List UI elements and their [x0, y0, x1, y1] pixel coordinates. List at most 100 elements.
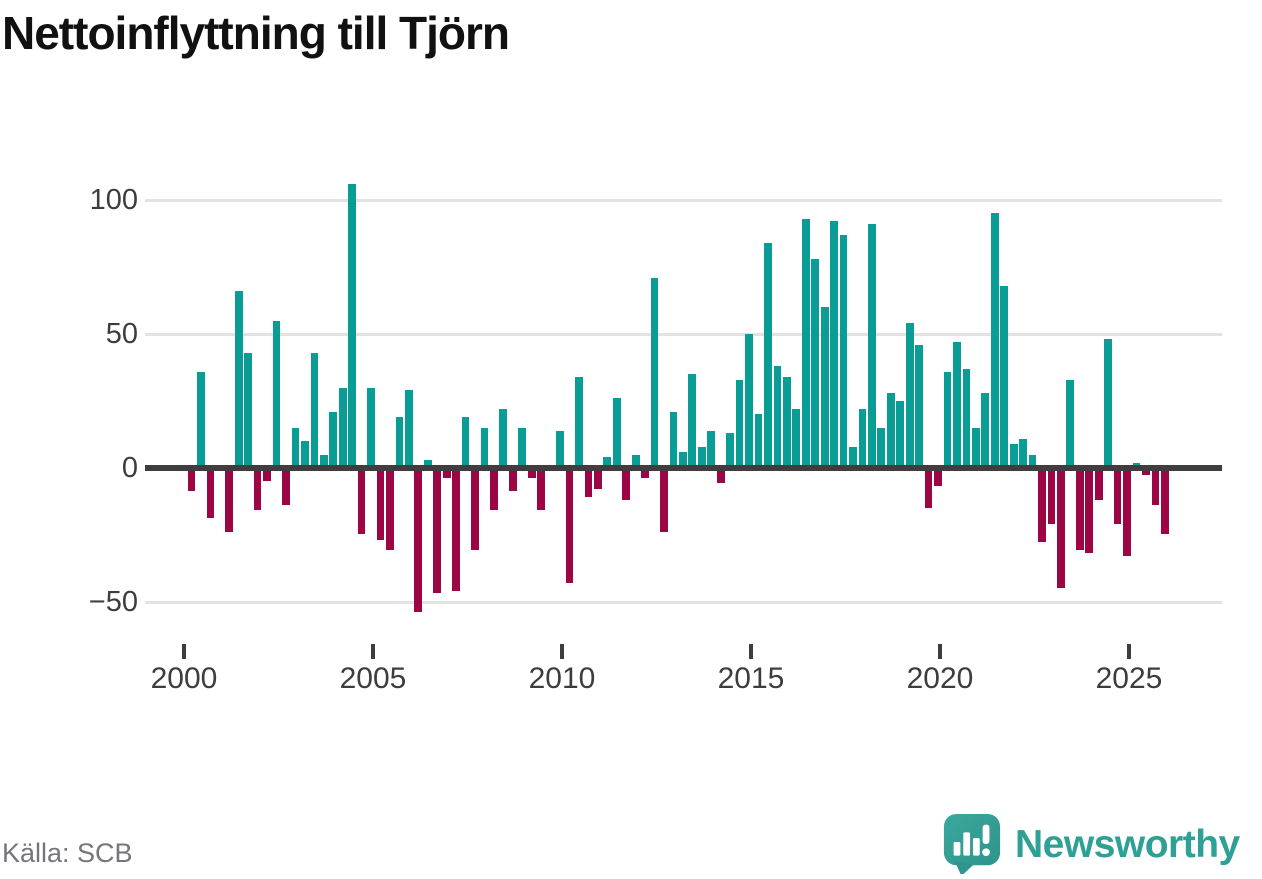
- bar-2004-q1: [338, 387, 347, 468]
- bar-2022-q2: [1028, 454, 1037, 468]
- bar-2014-q4: [745, 334, 753, 468]
- bar-2023-q2: [1066, 379, 1075, 468]
- bar-2025-q4: [1160, 470, 1169, 535]
- x-axis-label-2010: 2010: [528, 662, 596, 695]
- bar-2022-q3: [1038, 470, 1046, 543]
- bar-2006-q4: [442, 470, 451, 478]
- bar-2016-q3: [811, 259, 820, 468]
- bar-2018-q2: [877, 427, 886, 468]
- bar-2024-q1: [1094, 470, 1103, 500]
- gridline-y-50: [145, 601, 1222, 604]
- bar-2020-q1: [943, 371, 952, 468]
- bar-2008-q1: [490, 470, 498, 511]
- bar-2009-q2: [537, 470, 546, 511]
- bar-2018-q4: [896, 401, 905, 468]
- x-tick-2005: [371, 644, 375, 659]
- bar-2024-q3: [1113, 470, 1122, 524]
- bar-2010-q4: [593, 470, 602, 489]
- bar-2013-q2: [688, 374, 697, 468]
- bar-2025-q2: [1142, 470, 1150, 476]
- bar-2016-q2: [801, 218, 810, 468]
- bar-2011-q3: [622, 470, 631, 500]
- bar-2018-q3: [886, 393, 895, 468]
- x-tick-2025: [1127, 644, 1131, 659]
- bar-2008-q3: [508, 470, 517, 492]
- bar-2021-q1: [981, 393, 990, 468]
- bar-2005-q3: [395, 417, 404, 468]
- bar-2015-q1: [754, 414, 763, 468]
- bar-2017-q4: [858, 409, 867, 468]
- bar-2001-q4: [253, 470, 262, 511]
- bar-2007-q1: [452, 470, 460, 591]
- x-tick-2015: [749, 644, 753, 659]
- x-tick-2000: [182, 644, 186, 659]
- bar-2020-q3: [962, 368, 971, 468]
- bar-2000-q2: [197, 371, 205, 468]
- bar-2002-q3: [282, 470, 290, 505]
- bar-2012-q1: [641, 470, 649, 478]
- x-axis-zero-line: [145, 465, 1222, 471]
- bar-2020-q2: [953, 342, 961, 468]
- bar-2012-q4: [669, 411, 678, 468]
- bar-2016-q1: [792, 409, 801, 468]
- bar-2011-q1: [603, 457, 612, 468]
- bar-2019-q2: [915, 344, 924, 468]
- bar-2020-q4: [971, 427, 980, 468]
- bar-2022-q4: [1047, 470, 1056, 524]
- bar-2013-q1: [679, 451, 687, 468]
- bar-2006-q1: [414, 470, 423, 612]
- bar-2018-q1: [868, 224, 876, 468]
- x-axis-label-2015: 2015: [717, 662, 785, 695]
- bar-2023-q4: [1085, 470, 1094, 554]
- bar-2022-q1: [1019, 438, 1027, 468]
- bar-2021-q3: [1000, 285, 1009, 468]
- bar-chart-speech-bubble-icon: [941, 812, 1003, 879]
- bar-2007-q2: [461, 417, 470, 468]
- bar-2004-q4: [367, 387, 375, 468]
- source-note: Källa: SCB: [2, 838, 133, 868]
- x-tick-2020: [938, 644, 942, 659]
- bar-2007-q4: [480, 427, 489, 468]
- bar-2023-q1: [1057, 470, 1065, 588]
- bar-2017-q1: [830, 221, 838, 468]
- bar-2023-q3: [1075, 470, 1084, 551]
- bar-2024-q2: [1104, 339, 1113, 468]
- bar-2010-q1: [565, 470, 574, 583]
- bar-2005-q4: [405, 390, 413, 468]
- bar-2006-q3: [433, 470, 442, 594]
- gridline-y100: [145, 199, 1222, 202]
- y-axis-label: 100: [89, 184, 138, 216]
- bar-2004-q2: [348, 183, 357, 468]
- y-axis-label: 0: [121, 452, 138, 484]
- bar-2009-q4: [556, 430, 564, 468]
- x-axis-label-2025: 2025: [1095, 662, 1163, 695]
- bar-2012-q3: [660, 470, 668, 532]
- bar-2015-q3: [773, 366, 782, 468]
- newsworthy-logo: Newsworthy: [941, 812, 1261, 879]
- bar-2017-q2: [839, 234, 848, 468]
- bar-2013-q4: [707, 430, 716, 468]
- bar-2006-q2: [423, 460, 432, 468]
- x-tick-2010: [560, 644, 564, 659]
- bar-2003-q3: [319, 454, 328, 468]
- bar-2014-q1: [716, 470, 725, 484]
- bar-2010-q2: [575, 376, 583, 468]
- bar-2011-q2: [612, 398, 621, 468]
- bar-2004-q3: [357, 470, 366, 535]
- bar-2012-q2: [650, 277, 659, 468]
- bar-2008-q4: [518, 427, 527, 468]
- bar-2002-q2: [272, 320, 281, 468]
- bar-2019-q1: [905, 323, 914, 468]
- x-axis-label-2005: 2005: [339, 662, 407, 695]
- bar-2016-q4: [820, 307, 829, 468]
- bar-2025-q3: [1151, 470, 1160, 505]
- bar-2011-q4: [631, 454, 640, 468]
- newsworthy-wordmark: Newsworthy: [1015, 823, 1240, 866]
- bar-2015-q4: [782, 376, 791, 468]
- bar-2008-q2: [499, 409, 508, 468]
- gridline-y50: [145, 333, 1222, 336]
- bar-2009-q1: [527, 470, 536, 478]
- bar-2000-q1: [187, 470, 196, 492]
